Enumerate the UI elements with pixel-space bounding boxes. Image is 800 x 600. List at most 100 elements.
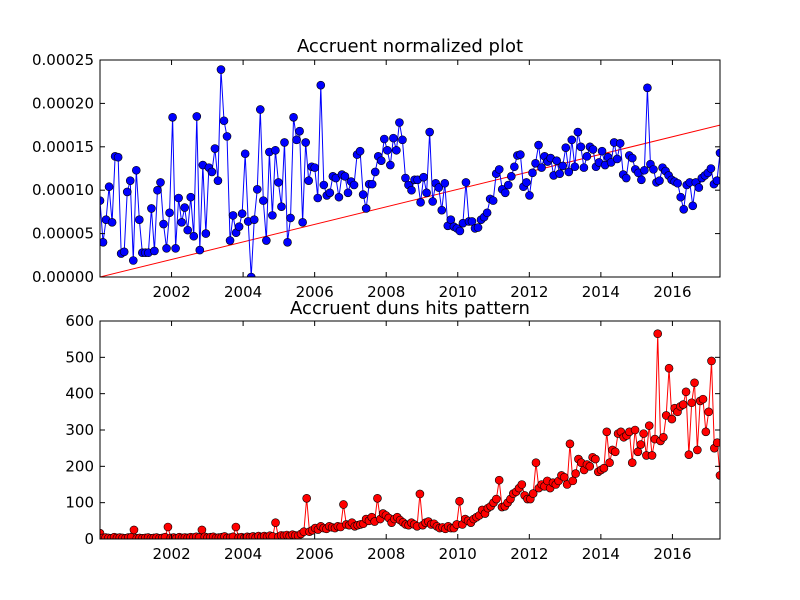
duns-hits-plot-data-point [690,378,699,388]
normalized-plot-data-point [531,158,540,168]
normalized-plot-data-point [434,183,444,192]
normalized-plot-data-point [213,176,223,185]
normalized-plot-data-point [482,208,492,218]
duns-hits-plot-data-point [639,429,648,438]
normalized-plot-data-point [271,145,280,155]
duns-hits-plot-data-point [610,447,620,457]
normalized-plot-data-point [234,222,244,231]
normalized-plot-data-point [147,204,156,213]
normalized-plot-title: Accruent normalized plot [297,36,523,57]
duns-hits-plot-data-point [373,494,382,503]
normalized-plot-data-point [579,163,589,172]
normalized-plot-x-tick-label: 2006 [296,283,334,301]
normalized-plot-data-point [437,205,447,215]
normalized-plot-data-point [488,196,498,205]
duns-hits-plot-data-point [271,518,280,527]
normalized-plot-data-point [643,83,652,93]
normalized-plot-data-point [286,213,295,223]
duns-hits-plot: Accruent duns hits pattern 2002 2004 2006 2… [65,298,721,563]
normalized-plot-data-point [125,176,135,185]
normalized-plot-data-point [119,247,129,257]
normalized-plot-data-point [688,201,698,211]
normalized-plot-data-point [370,167,380,177]
normalized-plot-data-point [107,218,117,227]
normalized-plot-data-point [153,185,162,195]
duns-hits-plot-data-point [678,400,688,409]
duns-hits-plot-data-point [517,480,527,489]
normalized-plot-data-point [246,272,256,277]
normalized-plot-data-point [561,143,571,152]
normalized-plot-data-point [637,175,646,185]
normalized-plot-data-point [473,223,483,232]
duns-hits-plot-data-point [630,425,640,435]
normalized-plot-data-point [216,65,226,74]
duns-hits-plot-data-point [636,440,646,449]
normalized-plot-data-point [564,167,574,177]
normalized-plot-x-tick-label: 2008 [367,283,405,301]
normalized-plot-x-tick-label: 2012 [510,283,548,301]
normalized-plot-data-point [186,192,196,202]
normalized-plot-data-point [192,112,202,121]
normalized-plot-data-point [428,197,437,206]
duns-hits-plot-data-point [681,387,691,397]
duns-hits-plot-y-tick-label: 600 [65,312,94,330]
duns-hits-plot-data-point [605,458,614,468]
duns-hits-plot-data-point [684,450,694,460]
normalized-plot-data-point [588,145,598,154]
normalized-plot-data-point [676,192,685,202]
normalized-plot-data-point [219,116,229,126]
normalized-plot-data-point [183,225,193,235]
normalized-plot-axes: 2002 2004 2006 2008 2010 2012 2014 2016 0.00000 0… [32,51,721,301]
duns-hits-plot-data-point [659,432,668,442]
normalized-plot-x-tick-label: 2002 [152,283,190,301]
normalized-plot-data-point [280,138,289,147]
normalized-plot-data-point [156,178,165,187]
normalized-plot-data-point [597,146,607,156]
duns-hits-plot-axes: 2002 2004 2006 2008 2010 2012 2014 2016 0 100 200 3… [65,312,721,563]
duns-hits-plot-data-point [633,447,643,457]
normalized-plot-data-point [277,202,286,211]
normalized-plot-data-point [552,156,561,165]
normalized-plot-data-point [534,140,543,150]
duns-hits-plot-data-point [339,500,348,509]
duns-hits-plot-data-point [163,522,173,532]
normalized-plot-data-point [310,163,320,172]
normalized-plot-data-point [694,183,704,192]
normalized-plot-data-point [189,231,199,241]
normalized-plot-data-point [416,198,425,207]
duns-hits-plot-x-tick-label: 2016 [653,545,691,563]
duns-hits-plot-data-point [528,489,538,498]
normalized-plot-data-point [555,169,565,179]
normalized-plot-data-point [180,203,189,212]
duns-hits-plot-y-tick-label: 100 [65,494,94,512]
duns-hits-plot-data-point [591,454,600,464]
normalized-plot-data-point [522,178,531,187]
normalized-plot-data-point [407,185,416,195]
normalized-plot-y-tick-label: 0.00025 [32,51,94,69]
normalized-plot-x-tick-label: 2016 [653,283,691,301]
normalized-plot-data-point [237,209,247,218]
normalized-plot-data-point [576,142,586,152]
duns-hits-plot-data-point [647,451,657,460]
duns-hits-plot-x-tick-label: 2012 [510,545,548,563]
normalized-plot-data-point [649,165,658,174]
duns-hits-plot-y-tick-label: 200 [65,457,94,475]
normalized-plot-data-point [494,165,504,174]
normalized-plot-data-point [304,176,313,185]
normalized-plot-y-tick-label: 0.00020 [32,94,94,112]
normalized-plot-data-point [162,244,171,253]
normalized-plot-data-point [510,162,519,172]
normalized-plot-data-point [100,237,108,247]
normalized-plot-data-point [249,215,259,225]
normalized-plot-data-point [174,193,183,203]
normalized-plot-data-point [389,133,398,143]
normalized-plot-data-point [343,188,353,198]
duns-hits-plot-y-tick-label: 500 [65,348,94,366]
normalized-plot-data-point [419,172,428,182]
normalized-plot-data-point [122,187,132,197]
normalized-plot-data-point [537,163,546,172]
normalized-plot-frame [99,59,721,278]
normalized-plot-x-tick-label: 2014 [582,283,620,301]
normalized-plot-data-point [334,192,344,202]
normalized-plot-data-point [516,150,525,159]
